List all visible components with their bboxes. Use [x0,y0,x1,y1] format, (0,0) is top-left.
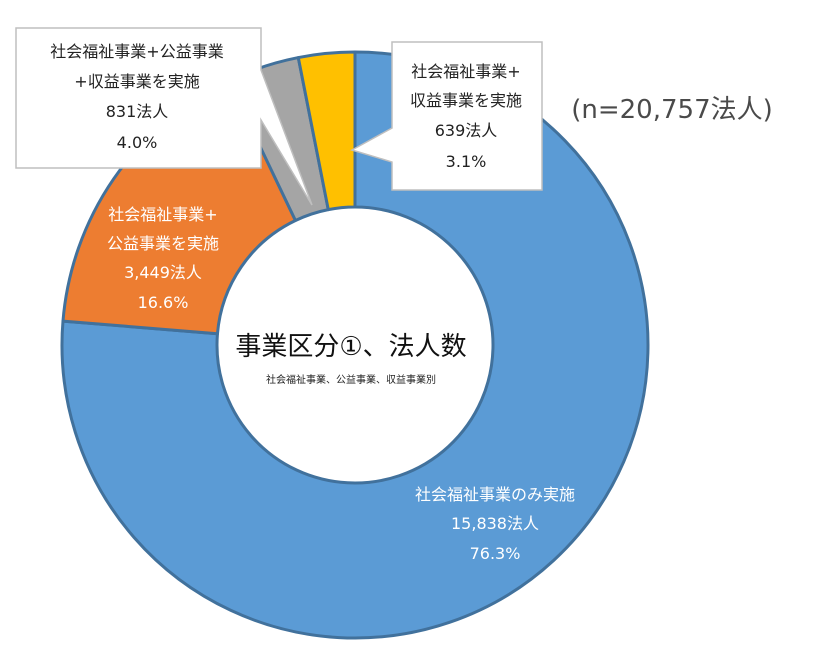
chart-subtitle: 社会福祉事業、公益事業、収益事業別 [266,373,436,386]
slice-0-percent: 76.3% [470,544,521,563]
slice-1-label-line-1: 社会福祉事業+ [108,205,217,224]
slice-3-label-line-1: 社会福祉事業+ [411,62,520,81]
callout-right-box [350,41,543,191]
slice-label-social-welfare-plus-public: 社会福祉事業+ 公益事業を実施 3,449法人 16.6% [107,205,219,312]
slice-label-social-welfare-only: 社会福祉事業のみ実施 15,838法人 76.3% [415,485,575,563]
callout-right: 社会福祉事業+ 収益事業を実施 639法人 3.1% [350,41,543,191]
slice-3-count: 639法人 [435,121,498,140]
slice-1-label-line-2: 公益事業を実施 [107,234,219,253]
slice-1-count: 3,449法人 [124,263,202,282]
slice-0-count: 15,838法人 [451,514,539,533]
slice-social-welfare-only [60,50,650,640]
slice-2-label-line-2: +収益事業を実施 [74,72,199,91]
slice-3-percent: 3.1% [446,152,487,171]
slice-3-label-line-2: 収益事業を実施 [410,91,522,110]
chart-title: 事業区分①、法人数 [235,332,466,362]
slice-2-label-line-1: 社会福祉事業+公益事業 [50,42,223,61]
slice-2-count: 831法人 [106,102,169,121]
slice-1-percent: 16.6% [138,293,189,312]
callout-left: 社会福祉事業+公益事業 +収益事業を実施 831法人 4.0% [15,27,313,206]
slice-2-percent: 4.0% [117,133,158,152]
total-count: (n=20,757法人) [571,95,773,125]
slice-social-welfare-plus-profit [296,50,357,212]
slice-0-label-line-1: 社会福祉事業のみ実施 [415,485,575,504]
callout-left-box [15,27,313,206]
